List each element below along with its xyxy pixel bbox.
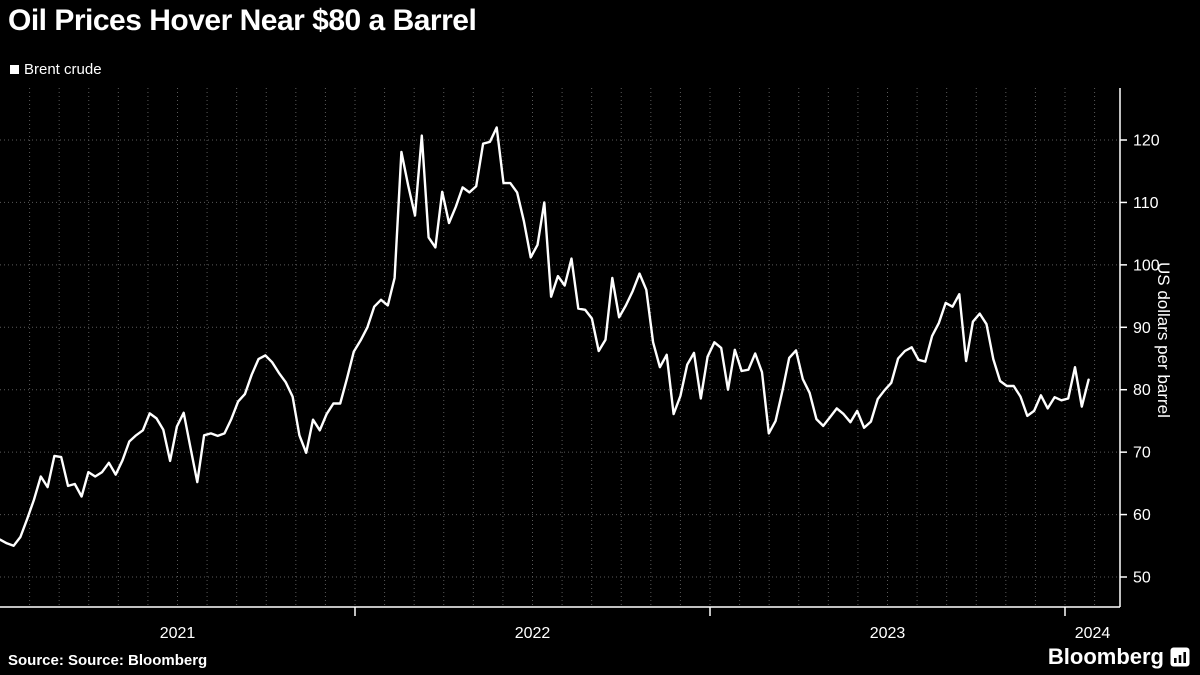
brent-crude-line <box>0 126 1090 547</box>
x-tick-label: 2021 <box>160 625 196 642</box>
legend-swatch-icon <box>10 65 19 74</box>
y-tick-label: 70 <box>1133 445 1151 462</box>
x-tick-label: 2024 <box>1075 625 1111 642</box>
x-tick-label: 2023 <box>870 625 906 642</box>
y-tick-label: 50 <box>1133 570 1151 587</box>
y-tick-label: 110 <box>1133 195 1159 212</box>
chart-legend: Brent crude <box>10 61 102 78</box>
bloomberg-wordmark: Bloomberg <box>1047 644 1164 669</box>
y-tick-label: 120 <box>1133 133 1160 150</box>
y-tick-label: 80 <box>1133 382 1151 399</box>
y-axis-title: US dollars per barrel <box>1154 262 1173 418</box>
y-tick-label: 60 <box>1133 507 1151 524</box>
y-tick-label: 100 <box>1133 257 1160 274</box>
x-tick-label: 2022 <box>515 625 551 642</box>
source-attribution: Source: Source: Bloomberg <box>8 652 208 669</box>
bloomberg-logo: Bloomberg <box>1048 644 1190 670</box>
bloomberg-chart-icon <box>1170 647 1190 667</box>
legend-label: Brent crude <box>24 61 102 78</box>
y-tick-label: 90 <box>1133 320 1151 337</box>
chart-title: Oil Prices Hover Near $80 a Barrel <box>8 4 477 37</box>
